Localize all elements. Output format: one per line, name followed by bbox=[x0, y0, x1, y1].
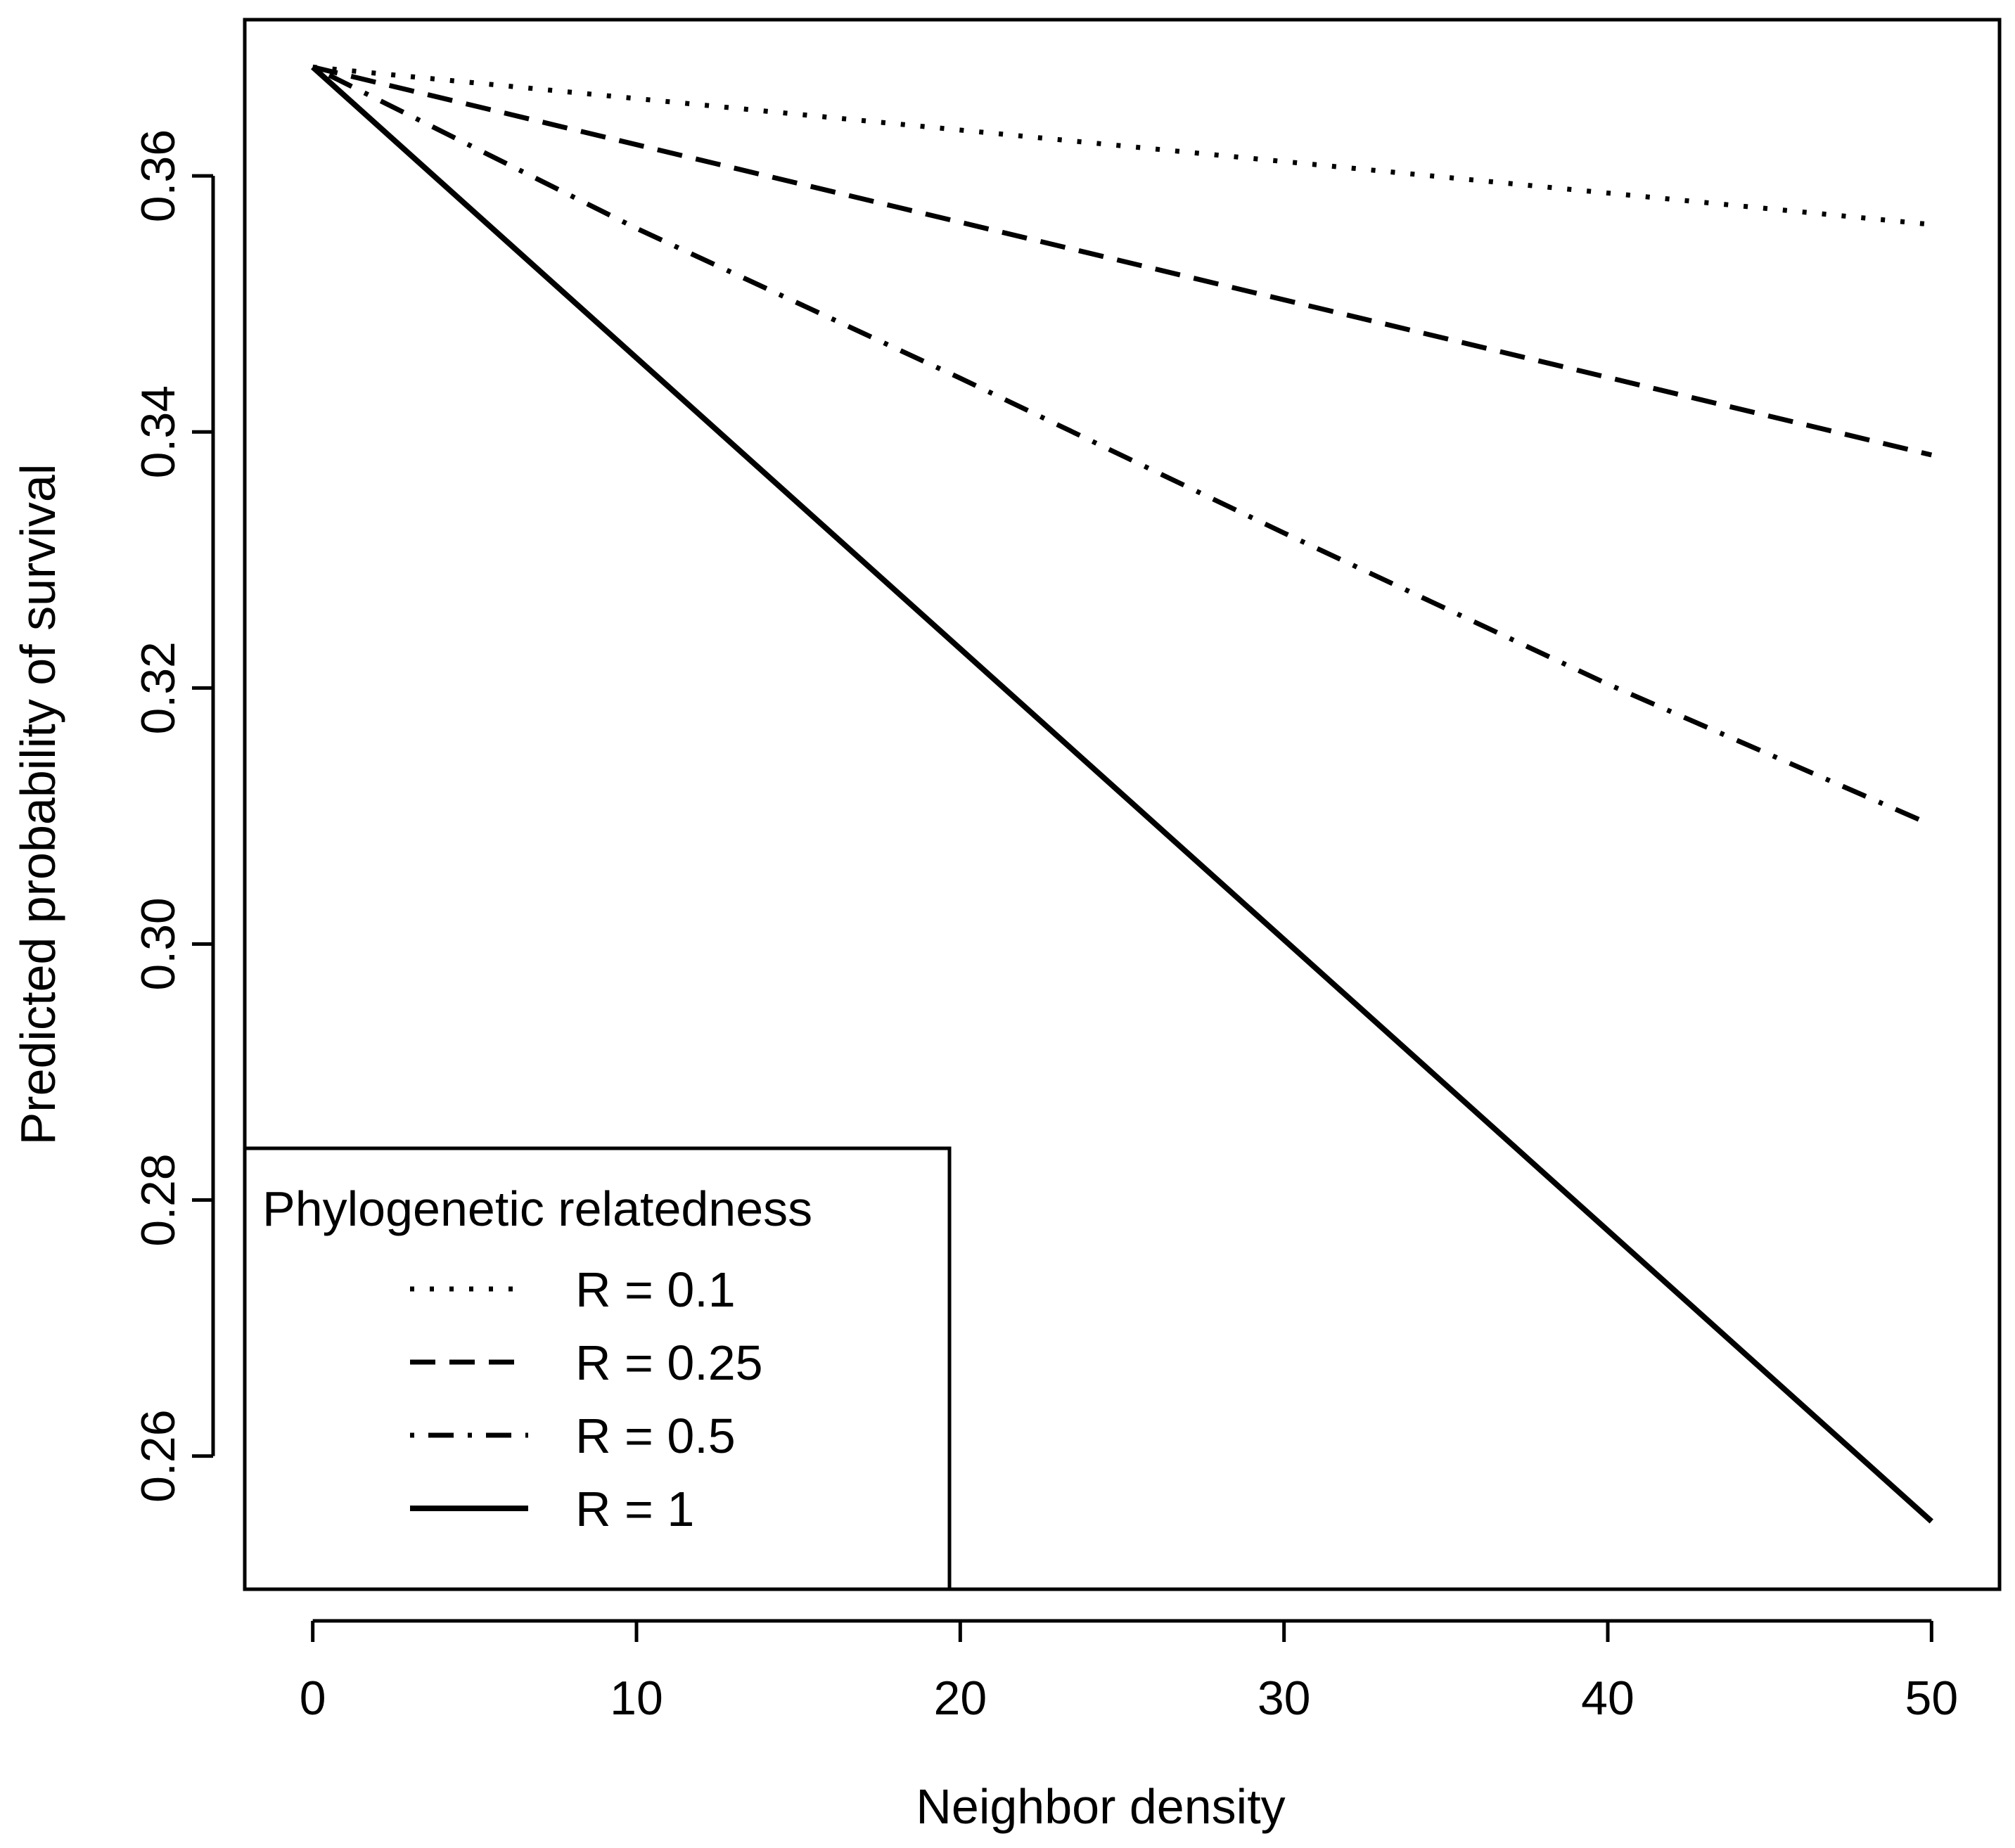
y-tick-label: 0.32 bbox=[132, 641, 185, 734]
legend: Phylogenetic relatedness R = 0.1 R = 0.25… bbox=[243, 1146, 952, 1591]
x-tick-label: 0 bbox=[300, 1671, 326, 1725]
y-tick-label: 0.26 bbox=[132, 1409, 185, 1502]
series-line bbox=[312, 64, 1932, 227]
legend-label: R = 0.25 bbox=[575, 1335, 763, 1390]
x-tick-label: 30 bbox=[1258, 1671, 1311, 1725]
x-axis-title: Neighbor density bbox=[916, 1779, 1285, 1834]
series-line bbox=[312, 65, 1933, 828]
y-axis: 0.26 0.28 0.30 0.32 0.34 0.36 bbox=[132, 129, 215, 1503]
legend-box bbox=[243, 1146, 952, 1591]
plot-frame bbox=[243, 18, 2002, 1591]
legend-label: R = 0.5 bbox=[575, 1409, 736, 1463]
series-line bbox=[311, 65, 1933, 1524]
series-line bbox=[312, 64, 1933, 458]
x-tick-label: 50 bbox=[1905, 1671, 1959, 1725]
legend-label: R = 1 bbox=[575, 1482, 694, 1536]
y-tick-label: 0.28 bbox=[132, 1153, 185, 1246]
y-tick-label: 0.36 bbox=[132, 129, 185, 222]
x-tick-label: 40 bbox=[1581, 1671, 1635, 1725]
x-axis: 0 10 20 30 40 50 bbox=[300, 1619, 1959, 1725]
y-tick-label: 0.34 bbox=[132, 385, 185, 478]
x-tick-label: 20 bbox=[934, 1671, 987, 1725]
legend-items: R = 0.1 R = 0.25 R = 0.5 R = 1 bbox=[410, 1262, 763, 1536]
series-lines bbox=[311, 64, 1933, 1524]
x-tick-label: 10 bbox=[610, 1671, 663, 1725]
y-axis-title: Predicted probability of survival bbox=[11, 464, 65, 1146]
y-tick-label: 0.30 bbox=[132, 897, 185, 990]
legend-label: R = 0.1 bbox=[575, 1262, 736, 1317]
legend-title: Phylogenetic relatedness bbox=[262, 1181, 812, 1236]
